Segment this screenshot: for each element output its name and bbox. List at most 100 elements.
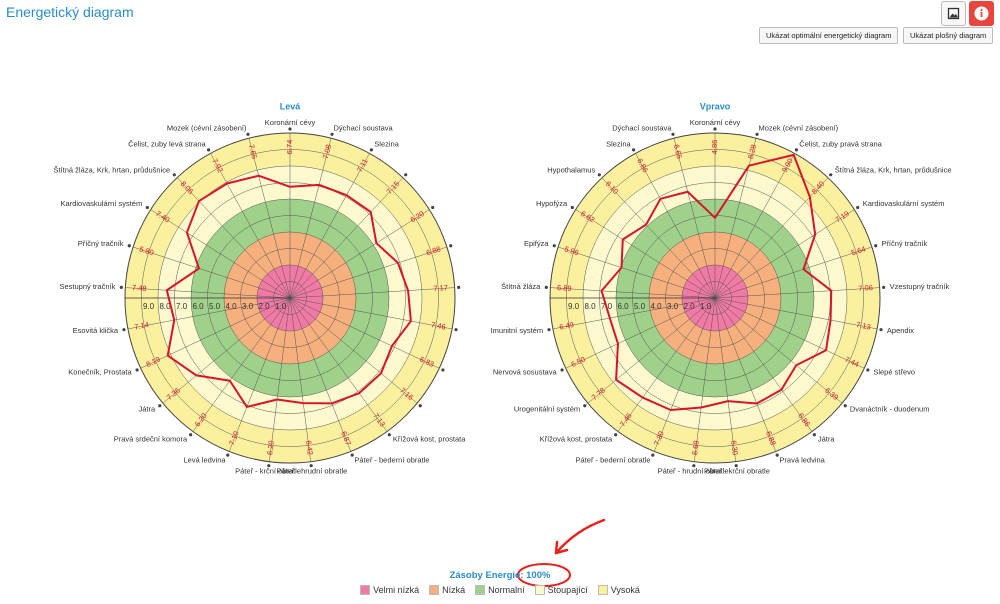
legend-item[interactable]: Nízká	[429, 585, 465, 595]
category-label: Kardiovaskulární systém	[863, 199, 945, 208]
outer-ring	[549, 132, 881, 464]
spoke	[132, 246, 291, 299]
category-label: Slepé střevo	[873, 367, 915, 376]
radial-tick-label: 3.0	[242, 302, 254, 311]
legend-item[interactable]: Vysoká	[597, 585, 640, 595]
chart-title: Levá	[280, 101, 302, 111]
radial-tick-label: 1.0	[275, 302, 287, 311]
axis-dot	[829, 173, 833, 177]
category-label: Dýchací soustava	[612, 123, 672, 132]
radial-tick-label: 8.0	[159, 302, 171, 311]
axis-dot	[775, 453, 779, 457]
axis-dot	[856, 205, 860, 210]
category-label: Příčný tračník	[78, 239, 124, 248]
zone-band	[191, 199, 389, 397]
grid-ring	[223, 231, 357, 365]
axis-dot	[172, 173, 176, 177]
radial-tick-label: 9.0	[568, 302, 580, 311]
legend-label: Normalní	[488, 585, 525, 595]
axis-dot	[206, 148, 211, 152]
outer-ring	[124, 132, 456, 464]
value-label: 7.44	[843, 355, 860, 369]
axis-dot	[418, 404, 422, 408]
grid-ring	[681, 264, 749, 332]
spoke	[617, 297, 716, 432]
value-label: 6.83	[418, 355, 435, 369]
category-label: Nervová sosustava	[493, 367, 558, 376]
info-button[interactable]	[969, 1, 994, 26]
value-label: 6.42	[304, 440, 315, 456]
category-label: Sestupný tračník	[59, 282, 115, 291]
category-label: Páteř - krční obratle	[704, 467, 770, 476]
category-label: Koronární cévy	[690, 118, 741, 127]
value-label: 7.11	[355, 157, 370, 174]
legend-item[interactable]: Stoupající	[534, 585, 588, 595]
value-label: 7.13	[371, 411, 387, 428]
value-label: 6.74	[285, 140, 294, 155]
legend-item[interactable]: Normalní	[475, 585, 525, 595]
spoke	[557, 246, 716, 299]
value-label: 7.06	[858, 283, 873, 293]
category-label: Páteř - hrudní obratle	[658, 467, 729, 476]
axis-dot	[597, 173, 601, 177]
optimal-diagram-button[interactable]: Ukázat optimální energetický diagram	[759, 27, 899, 44]
axis-dot	[552, 244, 556, 248]
legend-swatch	[429, 585, 440, 595]
spoke	[176, 177, 291, 299]
value-label: 6.86	[796, 411, 812, 428]
value-label: 6.30	[729, 440, 740, 456]
legend-item[interactable]: Velmi nízká	[360, 585, 419, 595]
axis-dot	[879, 328, 883, 332]
axis-dot	[631, 148, 636, 152]
axis-dot	[309, 464, 313, 468]
axis-dot	[671, 132, 675, 136]
spoke	[714, 287, 880, 299]
category-label: Páteř - bederní obratle	[576, 456, 651, 465]
spoke	[635, 153, 716, 299]
axis-dot	[145, 205, 149, 210]
value-label: 6.50	[570, 355, 587, 369]
grid-ring	[665, 248, 765, 348]
legend-label: Velmi nízká	[373, 585, 420, 595]
axis-dot	[457, 285, 461, 289]
spoke	[550, 287, 716, 299]
page-title: Energetický diagram	[6, 4, 134, 20]
axis-dot	[441, 368, 445, 372]
value-label: 7.19	[834, 209, 851, 224]
axis-dot	[651, 453, 655, 457]
category-label: Štítná žláza	[501, 282, 541, 291]
grid-ring	[648, 231, 782, 365]
spoke	[714, 138, 757, 299]
category-label: Slezina	[374, 140, 399, 149]
zone-band	[682, 265, 748, 331]
annotation-arrowhead	[554, 540, 569, 555]
radial-tick-label: 4.0	[650, 302, 662, 311]
value-label: 7.46	[430, 320, 446, 332]
spoke	[714, 177, 829, 299]
value-label: 7.48	[132, 283, 147, 293]
value-label: 6.10	[604, 179, 621, 196]
image-button[interactable]	[941, 1, 966, 26]
spoke	[694, 297, 716, 462]
category-label: Vzestupný tračník	[890, 282, 950, 291]
axis-dot	[874, 244, 878, 248]
value-label: 6.62	[579, 209, 596, 224]
spoke	[229, 297, 291, 452]
axis-dot	[330, 132, 334, 136]
value-label: 6.86	[635, 157, 650, 174]
category-label: Páteř - krční obratle	[235, 467, 301, 476]
radial-tick-label: 4.0	[225, 302, 237, 311]
axis-dot	[158, 404, 162, 408]
axis-dot	[288, 127, 292, 131]
spoke	[289, 297, 311, 462]
radial-tick-label: 5.0	[634, 302, 646, 311]
category-label: Esovitá klička	[73, 326, 119, 335]
value-label: 8.40	[810, 179, 827, 196]
value-label: 7.30	[652, 430, 666, 447]
spoke	[714, 297, 865, 369]
area-diagram-button[interactable]: Ukázat plošný diagram	[903, 27, 994, 44]
zone-band	[550, 133, 880, 463]
spoke	[289, 287, 455, 299]
axis-dot	[226, 453, 230, 457]
value-label: 6.20	[409, 209, 426, 224]
